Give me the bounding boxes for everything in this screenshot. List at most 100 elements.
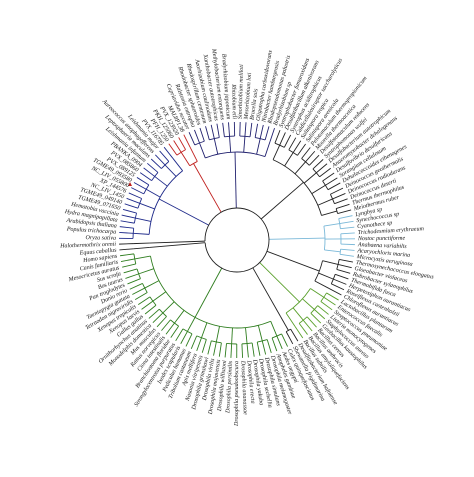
branch [207, 340, 212, 355]
leaf-label: Populus trichocarpa [66, 226, 117, 235]
branch [187, 317, 196, 332]
branch [336, 203, 350, 209]
branch [305, 150, 316, 163]
branch [224, 343, 227, 358]
leaf-label: Oryza sativa [85, 235, 116, 241]
branch [154, 176, 168, 187]
branch [152, 291, 167, 302]
branch [120, 220, 135, 224]
branch [141, 300, 154, 310]
branch [129, 283, 143, 290]
leaf-label: Nostoc punctiforme [357, 235, 406, 242]
branch [161, 319, 171, 331]
branch [175, 328, 184, 342]
branch [228, 122, 230, 137]
branch [188, 131, 196, 146]
branch [135, 217, 152, 222]
branch [264, 126, 270, 141]
branch [189, 146, 198, 162]
branch [216, 123, 220, 138]
branch [193, 163, 222, 213]
branch [121, 214, 136, 219]
branch [339, 258, 354, 263]
branch [213, 138, 219, 155]
branch [180, 331, 188, 344]
branch [284, 152, 294, 167]
branch [126, 197, 140, 204]
branch [211, 340, 222, 344]
branch [137, 198, 143, 209]
branch [119, 248, 134, 251]
branch [271, 333, 282, 339]
branch [139, 172, 152, 181]
branch [133, 212, 137, 224]
branch [331, 283, 345, 291]
leaf-label: Drosophila willistoni [217, 360, 228, 413]
branch [205, 126, 210, 140]
branch [298, 323, 308, 335]
branch [310, 305, 319, 314]
branch [321, 210, 338, 216]
branch [120, 258, 135, 262]
branch [256, 341, 261, 356]
branch [337, 209, 352, 214]
branch [119, 226, 134, 229]
branch [319, 167, 331, 178]
branch [201, 322, 208, 338]
branch [332, 192, 346, 200]
leaf-label: Drosophila erecta [245, 359, 255, 404]
branch [326, 292, 339, 301]
branch [324, 249, 341, 253]
branch [311, 184, 326, 195]
leaf-label: Lyngbya sp [354, 207, 383, 219]
branch [196, 337, 202, 352]
branch [194, 140, 205, 146]
branch [165, 322, 175, 335]
branch [310, 288, 325, 298]
branch [149, 240, 206, 244]
branch [210, 124, 215, 139]
branch [230, 343, 233, 358]
branch [180, 152, 191, 167]
branch [143, 167, 155, 177]
branch [266, 339, 272, 354]
branch [256, 138, 261, 155]
branch [281, 333, 288, 347]
branch [335, 273, 349, 280]
branch [292, 140, 302, 153]
branch [131, 187, 145, 195]
branch [268, 237, 325, 240]
branch [290, 328, 299, 342]
branch [150, 158, 162, 169]
branch [142, 283, 148, 293]
branch [314, 309, 326, 320]
branch [194, 267, 223, 318]
branch [269, 127, 275, 142]
branch [340, 226, 355, 230]
leaf-label: Drosophila pseudoobscura [234, 361, 240, 427]
branch [338, 215, 353, 219]
branch [339, 220, 354, 225]
branch [306, 316, 317, 328]
branch [243, 136, 246, 153]
marker [128, 182, 132, 186]
branch [127, 278, 141, 285]
branch [199, 127, 205, 142]
branch [133, 182, 147, 190]
branch [147, 162, 159, 173]
branch [309, 154, 320, 166]
branch [261, 340, 267, 355]
branch [168, 143, 178, 156]
leaf-label: Bradyrhizobium japonicum [220, 54, 231, 121]
branch [251, 342, 255, 357]
branch [183, 134, 191, 148]
branch [213, 341, 217, 356]
branch [328, 288, 342, 296]
branch [134, 292, 148, 301]
branch [259, 262, 300, 303]
branch [271, 337, 278, 352]
branch [161, 161, 170, 169]
branch [152, 312, 164, 324]
branch [323, 226, 326, 251]
